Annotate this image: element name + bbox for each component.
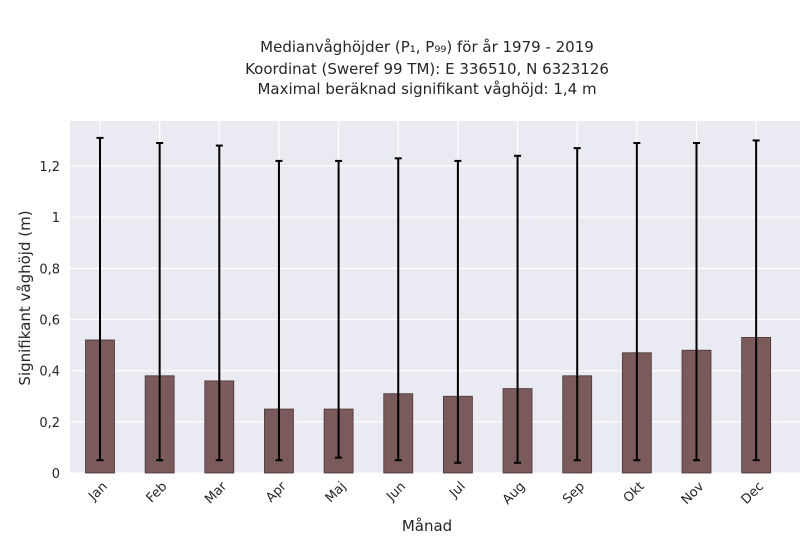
error-bar	[454, 159, 462, 464]
y-tick-label: 1	[52, 211, 60, 226]
y-tick-label: 1,2	[39, 160, 60, 175]
x-tick-label: Maj	[323, 479, 350, 506]
title-line-2: Koordinat (Sweref 99 TM): E 336510, N 63…	[245, 60, 609, 78]
x-tick-label: Nov	[679, 479, 708, 508]
plot-area	[70, 121, 800, 473]
error-bar	[693, 142, 700, 462]
error-bar	[633, 142, 641, 462]
x-tick-labels: Jan Feb Mar Apr Maj Jun Jul Aug Sep Okt Nov Dec	[85, 479, 767, 508]
x-tick-label: Okt	[621, 479, 648, 506]
title-line-1: Medianvåghöjder (P₁, P₉₉) för år 1979 - …	[260, 38, 594, 56]
error-bar	[156, 142, 164, 462]
error-bar	[752, 139, 760, 462]
x-tick-label: Mar	[202, 479, 230, 507]
error-bar	[215, 144, 223, 462]
y-tick-label: 0,8	[39, 262, 60, 277]
x-tick-label: Aug	[500, 479, 529, 508]
x-tick-label: Dec	[739, 479, 767, 507]
chart-title: Medianvåghöjder (P₁, P₉₉) för år 1979 - …	[245, 38, 609, 98]
error-bar	[573, 147, 581, 462]
x-tick-label: Jun	[383, 479, 409, 505]
y-tick-labels: 0 0,2 0,4 0,6 0,8 1 1,2	[39, 160, 60, 482]
y-axis-label: Signifikant våghöjd (m)	[16, 210, 34, 385]
error-bar	[96, 136, 104, 462]
y-tick-label: 0	[52, 467, 60, 482]
x-tick-label: Feb	[144, 479, 171, 506]
x-axis-label: Månad	[402, 517, 452, 535]
y-tick-label: 0,4	[39, 365, 60, 380]
x-tick-label: Jul	[446, 479, 468, 501]
error-bar	[335, 159, 343, 459]
error-bar	[514, 154, 522, 464]
error-bar	[394, 157, 402, 462]
y-tick-label: 0,2	[39, 416, 60, 431]
error-bar	[275, 159, 283, 462]
title-line-3: Maximal beräknad signifikant våghöjd: 1,…	[257, 80, 596, 98]
x-tick-label: Sep	[560, 479, 588, 507]
x-tick-label: Apr	[263, 479, 290, 506]
y-tick-label: 0,6	[39, 314, 60, 329]
error-bars	[96, 136, 760, 464]
x-tick-label: Jan	[85, 479, 110, 504]
